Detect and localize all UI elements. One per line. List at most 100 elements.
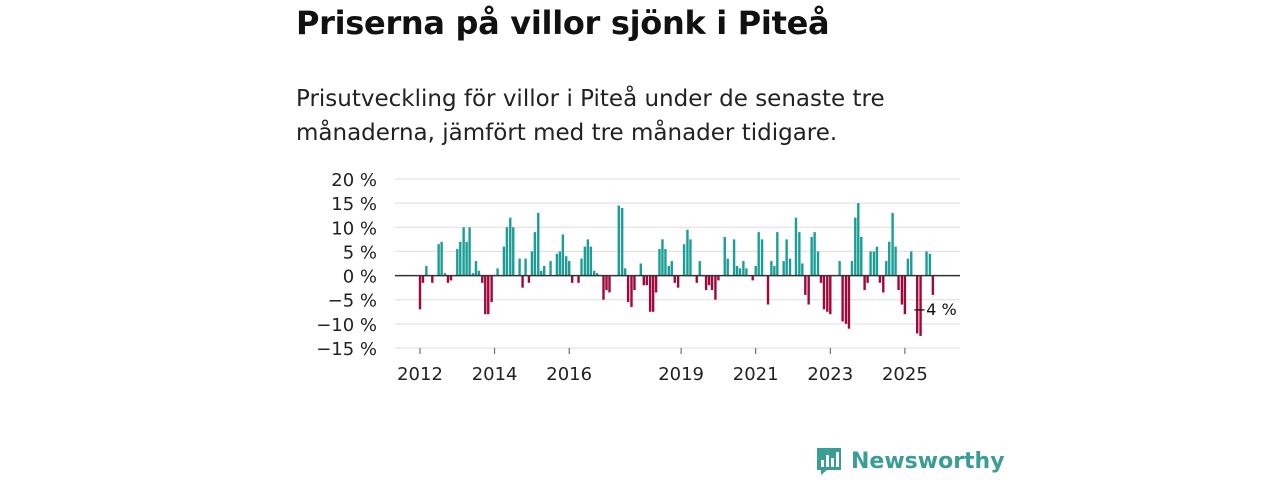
bar [651, 275, 655, 312]
bar [754, 265, 757, 276]
bar [819, 275, 823, 283]
bar [707, 275, 711, 286]
bars [418, 203, 935, 336]
bar [437, 244, 440, 276]
bar [676, 275, 680, 288]
bar [872, 251, 876, 276]
bar [602, 275, 605, 300]
bar [608, 275, 611, 293]
bar [854, 217, 857, 276]
bar [586, 239, 590, 276]
bar [626, 275, 630, 303]
bar [807, 275, 810, 305]
bar [645, 275, 648, 286]
chart-subtitle: Prisutveckling för villor i Piteå under … [296, 86, 885, 146]
bar [894, 246, 897, 276]
bar [446, 275, 450, 283]
bar [863, 275, 866, 291]
bar [735, 265, 739, 276]
bar [916, 275, 919, 334]
bar [589, 246, 593, 276]
bar [481, 275, 484, 283]
bar [770, 261, 773, 276]
bar [533, 232, 537, 276]
bar [742, 261, 745, 276]
bar [617, 205, 621, 276]
bar [891, 212, 894, 276]
bar [518, 258, 521, 276]
bar [760, 239, 764, 276]
bar [847, 275, 851, 329]
bar [521, 275, 524, 288]
bar [822, 275, 826, 310]
bar [673, 275, 676, 283]
bar [931, 275, 935, 295]
bar [714, 275, 717, 300]
bar [421, 275, 425, 283]
bar [906, 258, 910, 276]
y-tick-label: −5 % [328, 291, 377, 312]
bar [642, 275, 645, 286]
y-tick-label: −10 % [316, 315, 377, 336]
bar [561, 234, 565, 276]
bar [776, 232, 779, 276]
bar [850, 261, 854, 276]
bar [580, 258, 583, 276]
x-tick-label: 2021 [733, 364, 779, 385]
bar [477, 270, 481, 276]
bar [459, 241, 462, 276]
newsworthy-logo[interactable]: Newsworthy [815, 446, 1005, 476]
x-axis: 2012 2014 2016 2019 2021 2023 2025 [397, 348, 928, 385]
bar [810, 236, 813, 276]
chart-title: Priserna på villor sjönk i Piteå [296, 4, 830, 42]
y-tick-label: 15 % [331, 194, 377, 215]
bar [704, 275, 708, 291]
bar [900, 275, 904, 305]
x-tick-label: 2012 [397, 364, 443, 385]
bar [592, 270, 596, 276]
bar [695, 275, 698, 283]
bar [866, 275, 869, 283]
bar [766, 275, 770, 305]
bar [630, 275, 633, 307]
bar [456, 249, 459, 276]
bar [496, 268, 499, 276]
bar [431, 275, 434, 283]
bar [928, 253, 932, 276]
bar [751, 275, 754, 281]
bar [844, 275, 848, 324]
bar [869, 251, 872, 276]
bar [639, 263, 643, 276]
bar [661, 239, 664, 276]
bar [785, 239, 788, 276]
bar [505, 227, 509, 276]
bar [878, 275, 882, 283]
x-tick-label: 2019 [658, 364, 704, 385]
bar [490, 275, 493, 303]
bar [540, 270, 543, 276]
bar [686, 229, 689, 276]
bar [425, 265, 428, 276]
bar [440, 241, 443, 276]
bar [449, 275, 453, 281]
bar [841, 275, 844, 322]
bar-chart: 20 %15 %10 %5 %0 %−5 %−10 %−15 % 2012 201… [316, 170, 960, 385]
bar [605, 275, 608, 291]
bar [474, 261, 478, 276]
bar [826, 275, 829, 312]
bar [829, 275, 832, 315]
bar [910, 251, 913, 276]
bar [885, 261, 888, 276]
annotations: −4 % [913, 300, 957, 319]
bar [689, 239, 692, 276]
bar [555, 253, 559, 276]
bar [648, 275, 652, 312]
bar [658, 249, 661, 276]
bar [745, 268, 748, 276]
x-tick-label: 2014 [472, 364, 518, 385]
bar [654, 275, 658, 293]
bar [682, 244, 686, 276]
bar [549, 261, 552, 276]
bar [471, 273, 475, 276]
bar [565, 256, 568, 276]
